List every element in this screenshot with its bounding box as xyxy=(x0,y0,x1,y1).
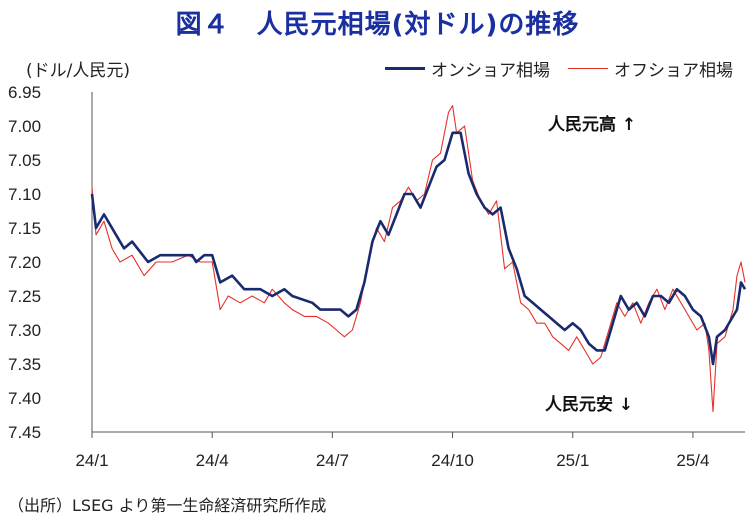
x-tick-labels: 24/1 24/4 24/7 24/10 25/1 25/4 xyxy=(75,451,709,470)
y-tick-label: 7.15 xyxy=(8,219,41,238)
y-tick-label: 7.40 xyxy=(8,389,41,408)
y-tick-label: 7.30 xyxy=(8,321,41,340)
x-tick-label: 25/4 xyxy=(676,451,709,470)
x-tick-label: 24/7 xyxy=(316,451,349,470)
legend-swatch-onshore xyxy=(385,67,425,70)
legend-label-offshore: オフショア相場 xyxy=(614,61,733,81)
series-line-onshore xyxy=(90,131,747,366)
chart-title: 図４ 人民元相場(対ドル)の推移 xyxy=(175,10,580,40)
axes xyxy=(91,92,745,438)
y-tick-label: 7.25 xyxy=(8,287,41,306)
annotation-yuan-up: 人民元高 ↑ xyxy=(548,114,636,135)
legend-item-offshore: オフショア相場 xyxy=(568,56,733,81)
x-tick-label: 24/4 xyxy=(196,451,229,470)
y-tick-label: 7.10 xyxy=(8,185,41,204)
y-tick-label: 7.35 xyxy=(8,355,41,374)
series-lines xyxy=(90,105,747,413)
x-tick-label: 25/1 xyxy=(556,451,589,470)
x-tick-label: 24/10 xyxy=(431,451,474,470)
y-tick-label: 7.45 xyxy=(8,423,41,442)
legend-label-onshore: オンショア相場 xyxy=(431,61,550,81)
legend-item-onshore: オンショア相場 xyxy=(385,56,550,81)
y-tick-label: 6.95 xyxy=(8,83,41,102)
x-tick-label: 24/1 xyxy=(75,451,108,470)
y-tick-labels: 6.95 7.00 7.05 7.10 7.15 7.20 7.25 7.30 7.35 7.40… xyxy=(8,83,41,442)
series-line-offshore xyxy=(91,105,746,413)
y-axis-unit-label: (ドル/人民元) xyxy=(26,61,130,81)
source-note: （出所）LSEG より第一生命経済研究所作成 xyxy=(8,496,327,515)
y-tick-label: 7.00 xyxy=(8,117,41,136)
y-tick-label: 7.20 xyxy=(8,253,41,272)
legend: オンショア相場 オフショア相場 xyxy=(367,56,733,81)
legend-swatch-offshore xyxy=(568,68,608,69)
y-tick-label: 7.05 xyxy=(8,151,41,170)
annotation-yuan-down: 人民元安 ↓ xyxy=(545,394,633,415)
